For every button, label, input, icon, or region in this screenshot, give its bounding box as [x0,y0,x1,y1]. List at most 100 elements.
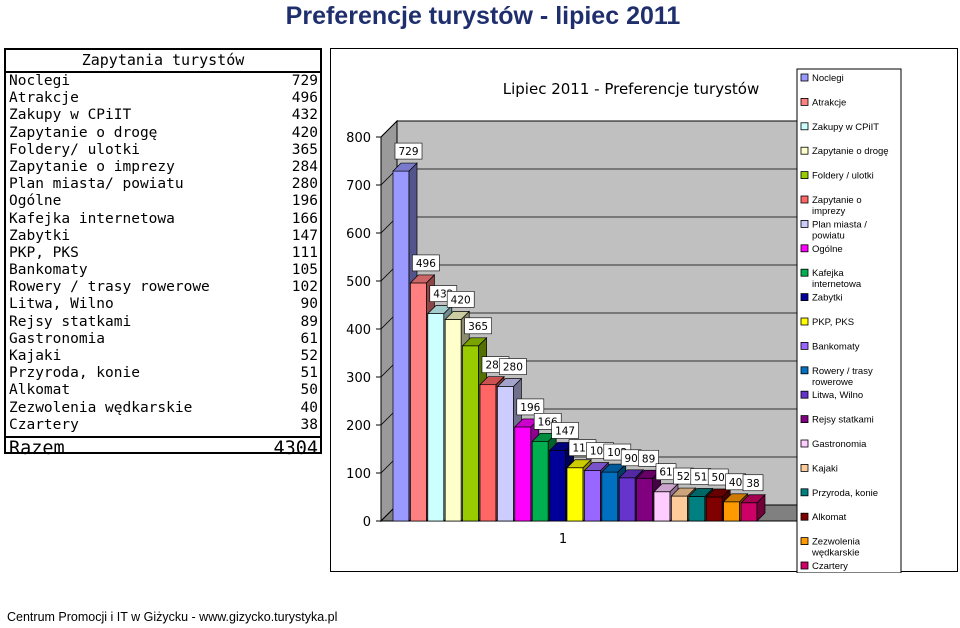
legend-label: Zapytanie o imprezy [812,195,862,217]
data-label-box [446,291,475,308]
table-row: Noclegi 729 [6,73,320,90]
row-label: Zezwolenia wędkarskie [9,399,193,416]
data-label: 40 [729,477,742,489]
legend-label: Rowery / trasy rowerowe [812,366,873,388]
row-value: 90 [300,296,318,313]
row-value: 38 [300,416,318,433]
table-row: Zezwolenia wędkarskie 40 [6,400,320,417]
row-value: 729 [291,73,318,89]
row-value: 432 [291,107,318,124]
legend-label: Kafejka internetowa [812,268,862,290]
row-label: Zapytanie o imprezy [9,158,175,175]
legend-swatch [800,366,809,375]
y-tick-label: 0 [363,515,371,530]
row-value: 102 [291,279,318,296]
legend-swatch [800,512,809,521]
data-label: 365 [468,321,488,333]
legend-label: Czartery [812,561,848,572]
data-label-box [551,422,579,439]
row-label: PKP, PKS [9,244,79,261]
row-value: 50 [300,382,318,399]
table-row: Gastronomia 61 [6,331,320,348]
table-row: Foldery/ ulotki 365 [6,142,320,159]
y-tick-label: 200 [346,419,371,434]
bar [740,493,766,522]
page-title: Preferencje turystów - lipiec 2011 [285,2,681,30]
table-row: PKP, PKS 111 [6,245,320,262]
table-rows: Noclegi 729 Atrakcje 496 Zakupy w CPiIT 432 Za… [6,73,320,434]
legend-label: Przyroda, konie [812,488,878,499]
table-row: Zabytki 147 [6,228,320,245]
legend-swatch [800,488,809,497]
legend-swatch [800,98,809,106]
legend-swatch [800,293,809,302]
data-label-box [742,474,764,492]
chart-container: Lipiec 2011 - Preferencje turystów 0 100 20… [330,48,958,573]
data-label: 420 [451,294,471,306]
row-value: 40 [300,399,318,416]
legend-swatch [800,537,809,546]
legend-label: Noclegi [812,73,844,84]
data-label-box [516,398,545,416]
row-label: Litwa, Wilno [9,296,114,313]
y-tick-label: 700 [346,179,371,194]
y-tick-label: 600 [346,227,371,242]
legend-swatch [800,171,809,179]
table-row: Atrakcje 496 [6,90,320,107]
table-row: Zakupy w CPiIT 432 [6,107,320,124]
table-row: Przyroda, konie 51 [6,365,320,382]
data-label-box [499,358,527,375]
data-label-box [412,254,440,272]
y-tick-label: 400 [346,323,371,338]
y-tick-label: 300 [346,371,371,386]
row-value: 365 [291,141,318,158]
x-tick-label: 1 [559,532,567,547]
legend-swatch [800,415,809,424]
row-value: 280 [291,176,318,193]
row-label: Kafejka internetowa [9,210,175,227]
row-label: Przyroda, konie [9,365,140,382]
row-label: Kajaki [9,348,62,364]
bar-chart: Lipiec 2011 - Preferencje turystów 0 100 20… [346,68,902,573]
row-label: Noclegi [9,73,71,89]
data-label: 90 [625,453,638,465]
table-row: Rowery / trasy rowerowe 102 [6,279,320,296]
legend-swatch [800,73,809,82]
table-row: Zapytanie o drogę 420 [6,125,320,142]
row-label: Ogólne [9,193,62,210]
data-label: 38 [746,478,759,490]
row-value: 51 [300,365,318,382]
table-row: Litwa, Wilno 90 [6,296,320,313]
data-label: 280 [503,362,523,374]
row-value: 52 [300,348,318,364]
legend-swatch [800,195,809,204]
row-label: Zakupy w CPiIT [9,107,132,124]
legend-swatch [800,341,809,350]
y-tick-label: 500 [346,275,371,290]
y-tick-label: 100 [346,467,371,482]
row-value: 420 [291,124,318,141]
row-label: Zapytanie o drogę [9,124,158,141]
y-tick-label: 800 [346,131,371,146]
table-row: Ogólne 196 [6,193,320,210]
row-label: Zabytki [9,227,71,244]
row-value: 496 [291,90,318,107]
row-value: 196 [291,193,318,210]
legend-label: Foldery / ulotki [812,171,874,182]
row-value: 166 [291,210,318,227]
table-row: Zapytanie o imprezy 284 [6,159,320,176]
legend-label: Alkomat [812,512,847,523]
legend-label: PKP, PKS [812,317,854,328]
legend-label: Zezwolenia wędkarskie [811,537,861,559]
table-row: Kafejka internetowa 166 [6,211,320,228]
chart-title: Lipiec 2011 - Preferencje turystów [503,80,760,98]
legend-swatch [800,561,809,570]
data-label: 496 [416,258,436,270]
legend-label: Ogólne [812,244,843,255]
row-label: Bankomaty [9,262,88,279]
table-row: Rejsy statkami 89 [6,314,320,331]
data-label: 52 [677,471,690,483]
legend-label: Plan miasta / powiatu [812,219,867,241]
legend-swatch [800,439,809,448]
legend-label: Gastronomia [812,439,867,450]
